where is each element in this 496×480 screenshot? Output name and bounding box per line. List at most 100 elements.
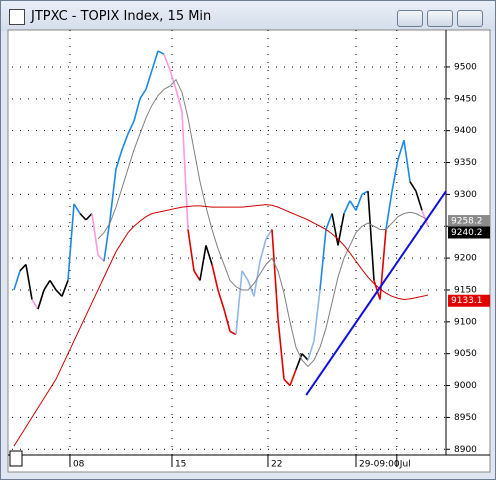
price-segment — [313, 289, 321, 342]
app-icon — [9, 9, 25, 25]
price-segment — [319, 229, 327, 291]
price-segment — [247, 280, 255, 297]
y-tick-label: 9300 — [454, 190, 477, 200]
price-segment — [331, 213, 339, 246]
price-segment — [295, 353, 303, 370]
price-segment — [271, 229, 279, 319]
price-segment — [241, 270, 249, 281]
maximize-button[interactable] — [427, 10, 453, 27]
price-segment — [199, 245, 207, 281]
title-bar: JTPXC - TOPIX Index, 15 Min — [1, 1, 495, 31]
price-segment — [181, 111, 189, 230]
price-segment — [373, 280, 381, 300]
price-segment — [175, 89, 183, 112]
last-value-label: 9240.2 — [451, 228, 483, 238]
price-segment — [25, 264, 33, 300]
last-value-box — [448, 294, 490, 307]
price-segment — [97, 254, 105, 262]
chart-frame — [7, 29, 491, 473]
price-segment — [91, 213, 99, 256]
price-segment — [301, 353, 309, 361]
last-value-box — [448, 226, 490, 239]
price-segment — [391, 159, 399, 192]
y-tick-label: 8900 — [454, 445, 477, 455]
price-segment — [169, 69, 177, 90]
price-segment — [187, 229, 195, 271]
price-segment — [193, 270, 201, 281]
price-segment — [55, 289, 63, 297]
price-segment — [409, 181, 417, 192]
price-segment — [343, 200, 351, 214]
price-segment — [127, 120, 135, 135]
minimize-button[interactable] — [397, 10, 423, 27]
moving-average — [13, 204, 429, 447]
price-segment — [229, 330, 237, 336]
price-segment — [151, 50, 159, 71]
price-segment — [217, 289, 225, 310]
y-tick-label: 9050 — [454, 349, 477, 359]
price-segment — [235, 270, 243, 335]
price-segment — [385, 191, 393, 230]
price-segment — [205, 245, 213, 265]
price-segment — [289, 369, 297, 386]
price-segment — [115, 149, 123, 170]
last-value-box — [448, 215, 490, 228]
price-segment — [349, 200, 357, 211]
price-segment — [31, 299, 39, 310]
price-segment — [211, 264, 219, 291]
price-segment — [283, 378, 291, 387]
x-tick-label: 22 — [271, 460, 282, 470]
price-segment — [67, 203, 75, 281]
price-segment — [61, 280, 69, 297]
price-segment — [73, 203, 81, 214]
price-segment — [367, 191, 375, 281]
trendline — [305, 190, 447, 396]
y-tick-label: 9000 — [454, 381, 477, 391]
price-segment — [397, 139, 405, 160]
price-segment — [37, 289, 45, 310]
x-tick-label: Jul — [399, 460, 411, 470]
x-tick-label: 08 — [73, 460, 85, 470]
y-tick-label: 8950 — [454, 413, 477, 423]
scroll-thumb[interactable] — [9, 450, 23, 467]
y-tick-label: 9500 — [454, 62, 477, 72]
price-segment — [121, 133, 129, 151]
y-tick-label: 9200 — [454, 254, 477, 264]
price-segment — [265, 229, 273, 240]
price-segment — [103, 219, 111, 262]
price-segment — [85, 212, 93, 221]
price-segment — [49, 279, 57, 291]
price-segment — [403, 140, 411, 182]
price-segment — [325, 213, 333, 230]
y-tick-label: 9100 — [454, 317, 477, 327]
price-segment — [277, 318, 285, 380]
price-segment — [157, 50, 165, 55]
price-segment — [259, 238, 267, 262]
price-segment — [355, 194, 363, 211]
price-segment — [19, 263, 27, 272]
price-segment — [307, 340, 315, 361]
close-button[interactable] — [457, 10, 483, 27]
y-tick-label: 9400 — [454, 126, 477, 136]
price-segment — [223, 308, 231, 332]
price-segment — [145, 69, 153, 90]
y-tick-label: 9150 — [454, 285, 477, 295]
x-tick-label: 15 — [175, 460, 186, 470]
price-segment — [379, 229, 387, 300]
price-segment — [361, 190, 369, 196]
y-tick-label: 9350 — [454, 158, 477, 168]
price-segment — [415, 190, 423, 211]
price-segment — [79, 212, 87, 221]
y-tick-label: 9450 — [454, 94, 477, 104]
price-segment — [13, 270, 21, 291]
last-value-label: 9258.2 — [451, 217, 483, 227]
price-segment — [133, 98, 141, 122]
price-segment — [163, 53, 171, 71]
price-segment — [109, 168, 117, 220]
x-tick-label: 29-09:00 — [359, 460, 400, 470]
price-segment — [43, 279, 51, 291]
last-value-label: 9133.1 — [451, 296, 483, 306]
window-title: JTPXC - TOPIX Index, 15 Min — [31, 9, 212, 24]
price-segment — [139, 88, 147, 100]
